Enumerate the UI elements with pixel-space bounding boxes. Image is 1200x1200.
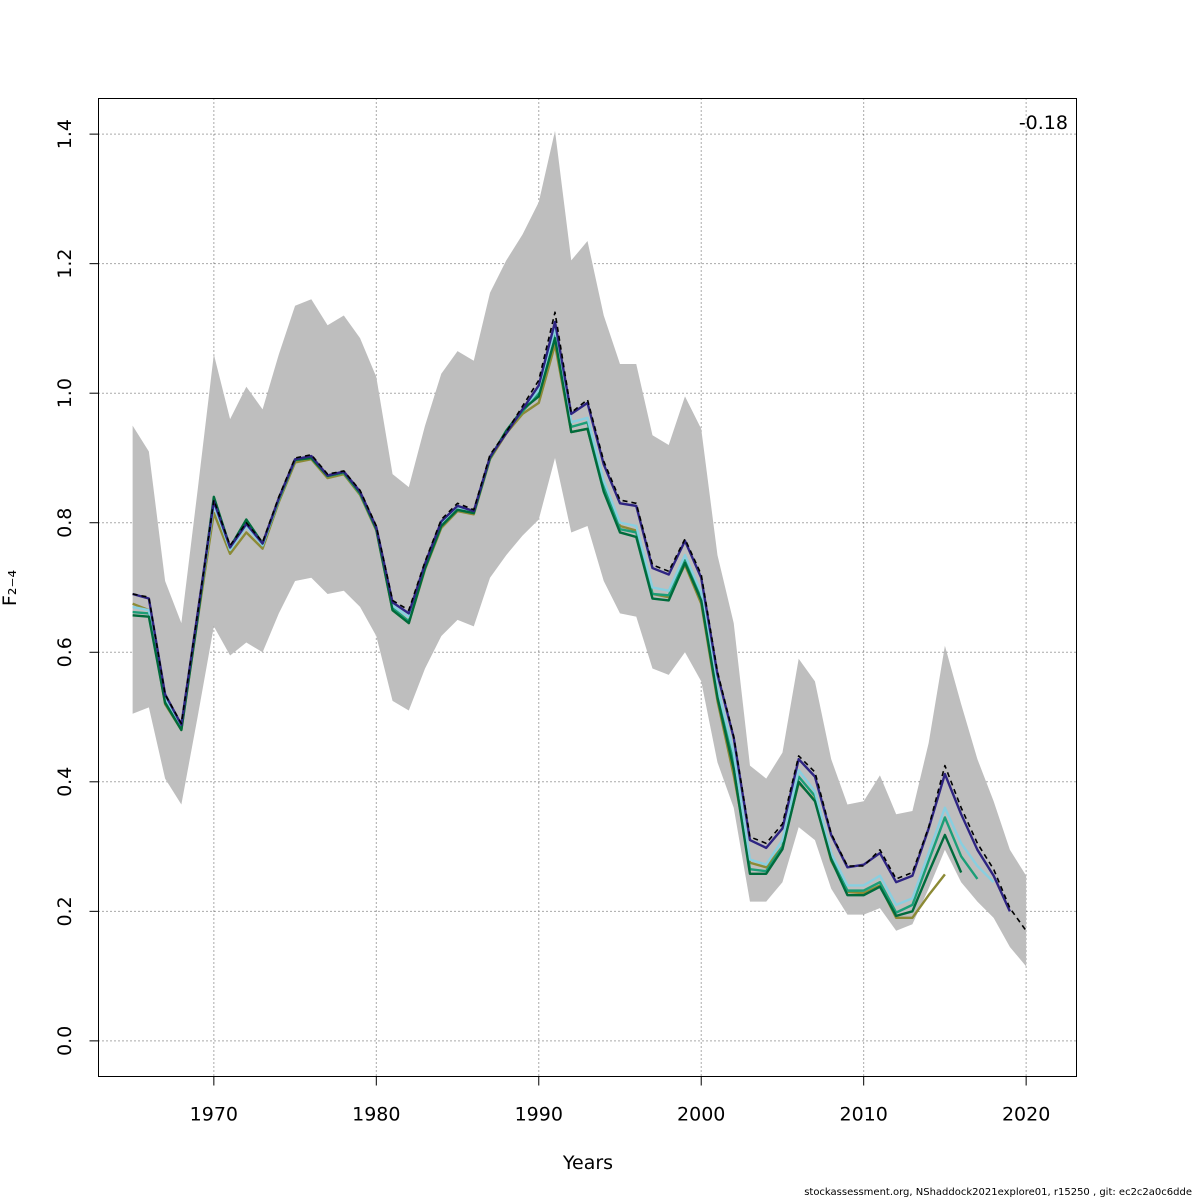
x-tick-label: 2010: [839, 1104, 887, 1126]
x-tick-label: 1980: [352, 1104, 400, 1126]
y-tick-label: 0.4: [54, 767, 76, 797]
y-tick-label: 1.0: [54, 378, 76, 408]
y-tick-label: 0.8: [54, 508, 76, 538]
confidence-band-area: [132, 130, 1027, 967]
y-tick-label: 1.4: [54, 119, 76, 149]
footer-credit: stockassessment.org, NShaddock2021explor…: [804, 1187, 1192, 1198]
y-tick-label: 0.2: [54, 896, 76, 926]
rho-annotation: -0.18: [1019, 112, 1068, 134]
x-axis: 1970 1980 1990 2000 2010 2020: [190, 1076, 1050, 1126]
y-tick-label: 0.6: [54, 637, 76, 667]
confidence-band: [132, 130, 1027, 967]
x-tick-label: 2020: [1002, 1104, 1050, 1126]
y-axis: 0.0 0.2 0.4 0.6 0.8 1.0 1.2 1.4: [54, 119, 99, 1056]
y-axis-title: F̅₂₋₄: [0, 570, 21, 607]
plot-frame: [98, 98, 1077, 1077]
x-tick-label: 1990: [515, 1104, 563, 1126]
series-lines: [132, 311, 1027, 932]
x-tick-label: 2000: [677, 1104, 725, 1126]
y-tick-label: 0.0: [54, 1026, 76, 1056]
x-axis-title: Years: [562, 1152, 613, 1174]
y-tick-label: 1.2: [54, 249, 76, 279]
x-tick-label: 1970: [190, 1104, 238, 1126]
